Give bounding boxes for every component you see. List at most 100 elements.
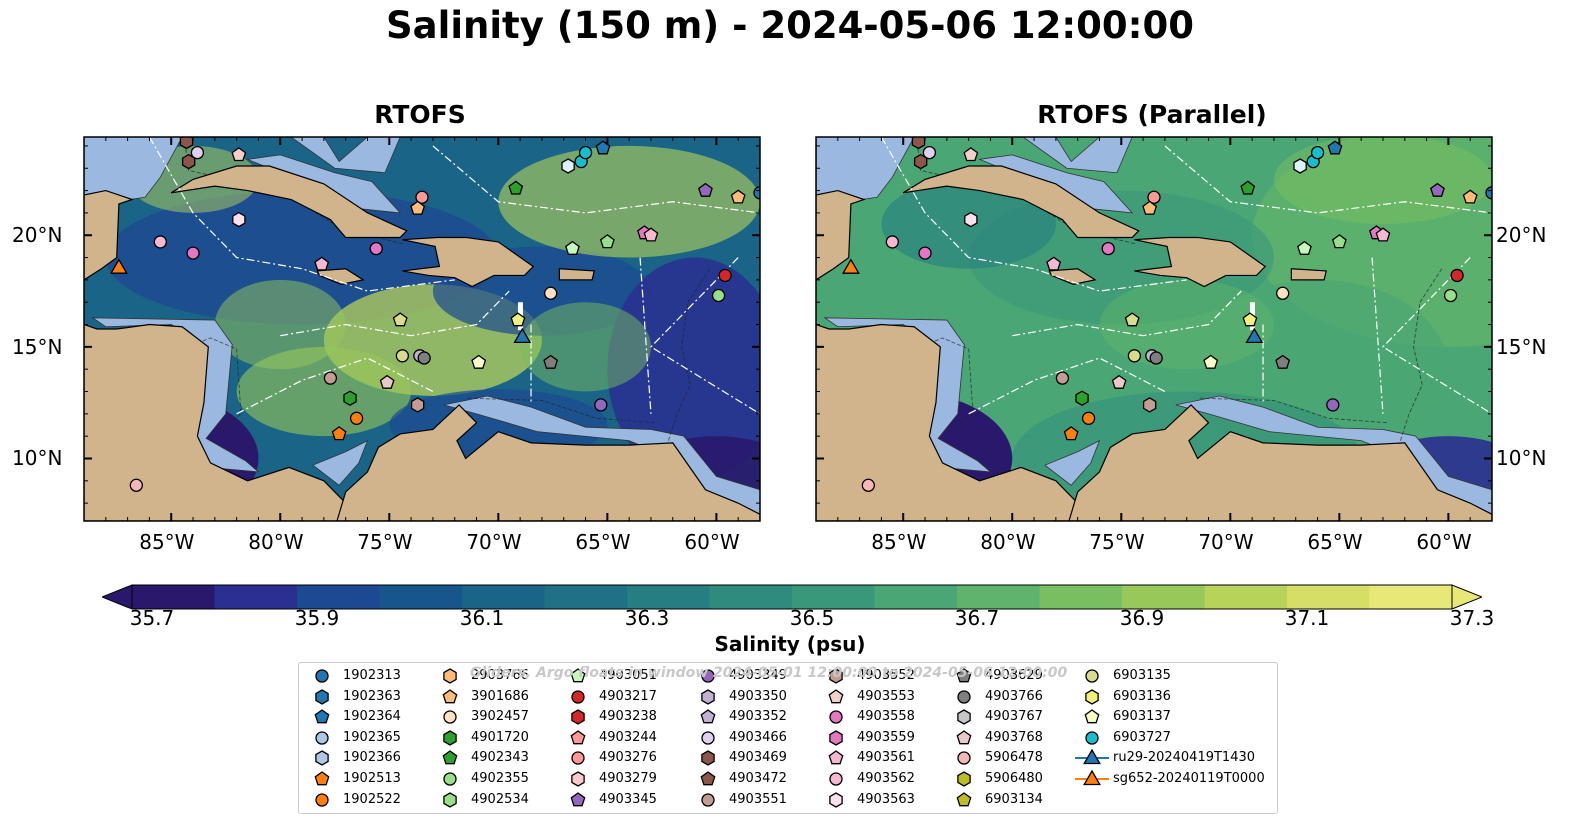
legend-item: 4903350: [685, 687, 787, 708]
legend-label: 1902313: [343, 668, 401, 683]
float-marker: [1142, 397, 1157, 413]
float-marker: [129, 478, 143, 492]
legend-marker-icon: [1075, 769, 1109, 786]
legend-label: 4902534: [471, 791, 529, 807]
legend-marker-icon: [315, 669, 329, 683]
float-marker: [508, 180, 524, 195]
legend-item: 4903349: [685, 666, 787, 687]
colorbar-segment: [297, 585, 380, 609]
float-marker: [1111, 374, 1127, 389]
legend-column: 4903051 4903217 4903238 4903244 4903276 49032…: [555, 666, 657, 810]
legend-label: 4903276: [599, 750, 657, 766]
colorbar-segment: [957, 585, 1040, 609]
float-marker: [1142, 200, 1158, 215]
legend-item: 5906480: [941, 769, 1043, 790]
legend-item: 6903136: [1069, 687, 1265, 708]
colorbar-segment: [462, 585, 545, 609]
lon-tick-label: 60°W: [1416, 530, 1472, 554]
colorbar-segment: [214, 585, 298, 609]
legend-item: 4903238: [555, 707, 657, 728]
legend-column: 4903349 4903350 4903352 4903466 4903469 49034…: [685, 666, 787, 810]
float-marker: [561, 158, 575, 174]
float-marker: [231, 147, 247, 162]
float-marker: [578, 145, 593, 160]
legend-column: 4903629 4903766 4903767 4903768 5906478 59064…: [941, 666, 1043, 810]
panel-title-rtofs-parallel: RTOFS (Parallel): [1037, 100, 1267, 129]
legend-label: 6903137: [1113, 709, 1171, 725]
float-marker: [861, 478, 875, 492]
float-marker: [1124, 312, 1140, 327]
legend-item: 4903051: [555, 666, 657, 687]
lon-tick-label: 60°W: [684, 530, 740, 554]
legend-item: 1902513: [299, 769, 401, 790]
float-marker: [885, 235, 899, 249]
float-marker: [186, 246, 200, 260]
legend-marker-icon: [314, 709, 330, 724]
legend-label: 4902343: [471, 750, 529, 766]
colorbar-tick-label: 36.7: [954, 606, 1000, 630]
legend-label: 6903134: [985, 791, 1043, 807]
colorbar-tick-label: 37.1: [1284, 606, 1330, 630]
legend-label: 6903136: [1113, 688, 1171, 704]
colorbar-segment: [1039, 585, 1123, 609]
float-marker: [1326, 398, 1340, 412]
legend-label: 5906478: [985, 750, 1043, 766]
float-marker: [1275, 354, 1291, 369]
legend-item: 4903562: [813, 769, 915, 790]
legend-marker-icon: [701, 688, 715, 705]
float-marker: [599, 234, 615, 249]
legend-item: 5906478: [941, 748, 1043, 769]
float-marker: [395, 349, 410, 363]
float-marker: [1075, 390, 1089, 406]
legend-item: 4903559: [813, 728, 915, 749]
legend-label: 4903217: [599, 688, 657, 704]
colorbar-tick-label: 36.5: [789, 606, 835, 630]
legend-label: 4903629: [985, 668, 1043, 683]
lon-tick-label: 65°W: [1307, 530, 1363, 554]
lon-tick-label: 75°W: [1089, 530, 1145, 554]
legend-marker-icon: [1075, 749, 1109, 765]
legend-item: 4903563: [813, 790, 915, 811]
legend-label: 4903562: [857, 770, 915, 786]
float-marker: [369, 241, 383, 256]
legend-item: 4903552: [813, 666, 915, 687]
lon-tick-label: 70°W: [466, 530, 522, 554]
watermark: Gliders, Argo floats in window 2024-05-0…: [470, 665, 1068, 681]
map-panel-rtofs-parallel: [814, 135, 1494, 523]
legend-item: 4903244: [555, 728, 657, 749]
float-marker: [379, 374, 395, 389]
float-marker: [1327, 140, 1343, 155]
colorbar-tick-label: 35.7: [129, 606, 175, 630]
float-marker: [349, 411, 364, 425]
legend-item: 6903135: [1069, 666, 1265, 687]
glider-marker: [109, 258, 128, 274]
colorbar-tick-label: 37.3: [1449, 606, 1495, 630]
lat-tick-label: 20°N: [12, 223, 63, 248]
legend-item: 4903768: [941, 728, 1043, 749]
legend-label: 4903051: [599, 668, 657, 683]
legend-item: 6903134: [941, 790, 1043, 811]
float-marker: [1063, 426, 1079, 441]
legend-item: 4903561: [813, 748, 915, 769]
legend-label: 4903469: [729, 750, 787, 766]
float-marker: [1101, 241, 1115, 256]
colorbar-segment: [709, 585, 793, 609]
legend-marker-icon: [1084, 709, 1100, 724]
legend-label: 5906480: [985, 770, 1043, 786]
float-marker: [1310, 145, 1325, 160]
colorbar-segment: [132, 585, 215, 609]
legend-item: 3902457: [427, 707, 529, 728]
legend-marker-icon: [701, 750, 715, 767]
legend-item: 1902364: [299, 707, 401, 728]
lon-tick-label: 70°W: [1198, 530, 1254, 554]
float-marker: [565, 240, 580, 255]
legend-item: 6903727: [1069, 728, 1265, 749]
legend-label: 4903349: [729, 668, 787, 683]
legend-label: 4901720: [471, 729, 529, 745]
legend-marker-icon: [443, 710, 457, 724]
legend-label: 4903767: [985, 709, 1043, 725]
legend-marker-icon: [700, 709, 716, 724]
legend-marker-icon: [442, 750, 458, 765]
lon-tick-label: 85°W: [871, 530, 927, 554]
float-marker: [153, 235, 167, 249]
